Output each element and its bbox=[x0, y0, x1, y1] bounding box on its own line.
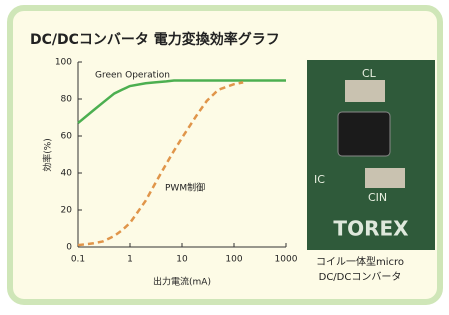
chart-title: DC/DCコンバータ 電力変換効率グラフ bbox=[30, 31, 280, 48]
y-axis-label: 効率(%) bbox=[42, 138, 54, 172]
component bbox=[338, 112, 390, 156]
photo: CL IC CIN TOREX bbox=[307, 60, 435, 250]
y-tick-label: 100 bbox=[55, 58, 72, 68]
photo-caption: DC/DCコンバータ bbox=[319, 271, 402, 283]
photo-label: CIN bbox=[368, 191, 387, 204]
y-tick-label: 0 bbox=[66, 243, 72, 253]
x-tick-label: 1 bbox=[127, 255, 133, 265]
x-tick-label: 0.1 bbox=[71, 255, 85, 265]
page: DC/DCコンバータ 電力変換効率グラフ 効率(%) 出力電流(mA) CL I… bbox=[0, 0, 449, 311]
x-tick-label: 10 bbox=[176, 255, 188, 265]
photo-label: TOREX bbox=[333, 217, 409, 241]
component bbox=[345, 80, 385, 102]
series-label: Green Operation bbox=[95, 71, 170, 81]
x-axis-label: 出力電流(mA) bbox=[153, 276, 211, 288]
photo-label: IC bbox=[314, 173, 325, 186]
photo-caption: コイル一体型micro bbox=[316, 255, 404, 268]
photo-label: CL bbox=[362, 67, 377, 80]
y-tick-label: 20 bbox=[61, 206, 73, 216]
series-label: PWM制御 bbox=[165, 182, 205, 194]
x-tick-label: 1000 bbox=[275, 255, 298, 265]
y-tick-label: 60 bbox=[61, 132, 73, 142]
component bbox=[365, 168, 405, 188]
y-tick-label: 80 bbox=[61, 95, 73, 105]
y-tick-label: 40 bbox=[61, 169, 73, 179]
x-tick-label: 100 bbox=[225, 255, 242, 265]
